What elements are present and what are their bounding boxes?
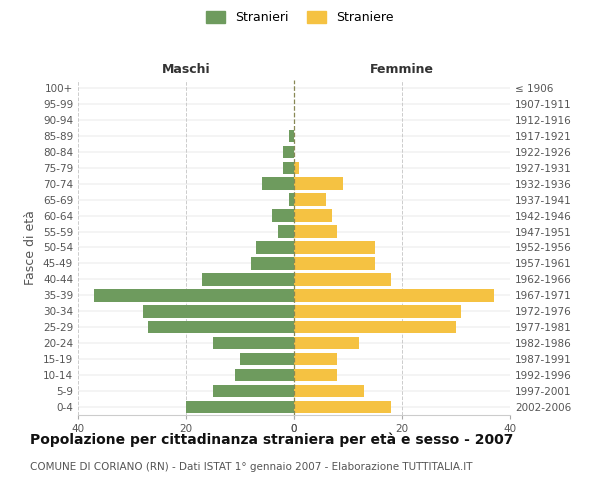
Bar [294, 337, 359, 349]
Bar [240, 353, 294, 366]
Bar [294, 226, 337, 238]
Bar [294, 242, 375, 254]
Bar [294, 305, 461, 318]
Bar [294, 210, 332, 222]
Bar [148, 321, 294, 334]
Text: COMUNE DI CORIANO (RN) - Dati ISTAT 1° gennaio 2007 - Elaborazione TUTTITALIA.IT: COMUNE DI CORIANO (RN) - Dati ISTAT 1° g… [30, 462, 473, 472]
Bar [186, 401, 294, 413]
Bar [294, 321, 456, 334]
Bar [278, 226, 294, 238]
Title: Maschi: Maschi [161, 63, 211, 76]
Bar [256, 242, 294, 254]
Bar [213, 337, 294, 349]
Bar [289, 130, 294, 142]
Y-axis label: Fasce di età: Fasce di età [25, 210, 37, 285]
Bar [143, 305, 294, 318]
Bar [283, 146, 294, 158]
Bar [262, 178, 294, 190]
Bar [294, 385, 364, 398]
Bar [294, 353, 337, 366]
Bar [289, 194, 294, 206]
Legend: Stranieri, Straniere: Stranieri, Straniere [202, 6, 398, 29]
Bar [283, 162, 294, 174]
Title: Femmine: Femmine [370, 63, 434, 76]
Bar [294, 162, 299, 174]
Bar [294, 273, 391, 285]
Bar [294, 257, 375, 270]
Bar [94, 289, 294, 302]
Bar [294, 369, 337, 382]
Bar [213, 385, 294, 398]
Bar [235, 369, 294, 382]
Bar [294, 178, 343, 190]
Bar [251, 257, 294, 270]
Bar [294, 194, 326, 206]
Text: Popolazione per cittadinanza straniera per età e sesso - 2007: Popolazione per cittadinanza straniera p… [30, 432, 514, 447]
Bar [294, 401, 391, 413]
Bar [294, 289, 494, 302]
Bar [272, 210, 294, 222]
Bar [202, 273, 294, 285]
